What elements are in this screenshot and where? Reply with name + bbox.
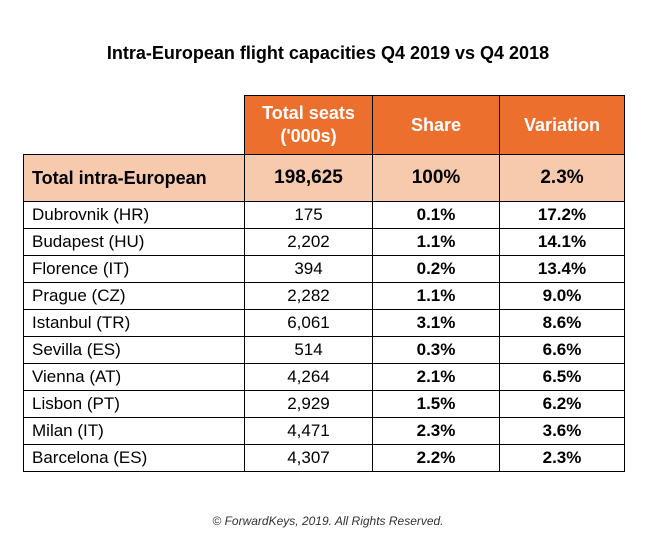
share-cell: 2.2% (372, 444, 500, 472)
page-title: Intra-European flight capacities Q4 2019… (106, 43, 550, 63)
variation-cell: 17.2% (499, 201, 625, 229)
share-cell: 0.3% (372, 336, 500, 364)
header-share: Share (372, 95, 500, 155)
total-variation: 2.3% (499, 154, 625, 202)
copyright-footer: © ForwardKeys, 2019. All Rights Reserved… (212, 514, 444, 528)
table-header-row: Total seats ('000s) Share Variation (23, 95, 625, 155)
total-seats-cell: 4,471 (244, 417, 373, 445)
table-row: Barcelona (ES) 4,307 2.2% 2.3% (23, 444, 625, 472)
header-variation: Variation (499, 95, 625, 155)
variation-cell: 6.2% (499, 390, 625, 418)
table-row: Istanbul (TR) 6,061 3.1% 8.6% (23, 309, 625, 337)
share-cell: 0.1% (372, 201, 500, 229)
total-seats-cell: 4,264 (244, 363, 373, 391)
share-cell: 0.2% (372, 255, 500, 283)
variation-cell: 14.1% (499, 228, 625, 256)
total-seats: 198,625 (244, 154, 373, 202)
destination-name: Istanbul (TR) (23, 309, 245, 337)
total-name: Total intra-European (23, 154, 245, 202)
destination-name: Prague (CZ) (23, 282, 245, 310)
variation-cell: 9.0% (499, 282, 625, 310)
total-share: 100% (372, 154, 500, 202)
share-cell: 1.1% (372, 282, 500, 310)
total-row: Total intra-European 198,625 100% 2.3% (23, 154, 625, 202)
destination-name: Florence (IT) (23, 255, 245, 283)
table-row: Vienna (AT) 4,264 2.1% 6.5% (23, 363, 625, 391)
share-cell: 2.3% (372, 417, 500, 445)
capacity-table: Total seats ('000s) Share Variation Tota… (23, 95, 625, 472)
total-seats-cell: 175 (244, 201, 373, 229)
destination-name: Vienna (AT) (23, 363, 245, 391)
variation-cell: 13.4% (499, 255, 625, 283)
table-row: Lisbon (PT) 2,929 1.5% 6.2% (23, 390, 625, 418)
total-seats-cell: 2,929 (244, 390, 373, 418)
destination-name: Milan (IT) (23, 417, 245, 445)
header-blank-cell (23, 95, 245, 155)
total-seats-cell: 2,282 (244, 282, 373, 310)
table-row: Florence (IT) 394 0.2% 13.4% (23, 255, 625, 283)
share-cell: 1.5% (372, 390, 500, 418)
variation-cell: 6.6% (499, 336, 625, 364)
table-row: Sevilla (ES) 514 0.3% 6.6% (23, 336, 625, 364)
total-seats-cell: 2,202 (244, 228, 373, 256)
total-seats-cell: 394 (244, 255, 373, 283)
table-row: Budapest (HU) 2,202 1.1% 14.1% (23, 228, 625, 256)
variation-cell: 3.6% (499, 417, 625, 445)
destination-name: Barcelona (ES) (23, 444, 245, 472)
table-row: Dubrovnik (HR) 175 0.1% 17.2% (23, 201, 625, 229)
share-cell: 3.1% (372, 309, 500, 337)
destination-name: Lisbon (PT) (23, 390, 245, 418)
destination-name: Dubrovnik (HR) (23, 201, 245, 229)
variation-cell: 6.5% (499, 363, 625, 391)
total-seats-cell: 514 (244, 336, 373, 364)
table-row: Prague (CZ) 2,282 1.1% 9.0% (23, 282, 625, 310)
total-seats-cell: 4,307 (244, 444, 373, 472)
share-cell: 2.1% (372, 363, 500, 391)
variation-cell: 8.6% (499, 309, 625, 337)
destination-name: Budapest (HU) (23, 228, 245, 256)
header-total-seats: Total seats ('000s) (244, 95, 373, 155)
table-row: Milan (IT) 4,471 2.3% 3.6% (23, 417, 625, 445)
variation-cell: 2.3% (499, 444, 625, 472)
total-seats-cell: 6,061 (244, 309, 373, 337)
destination-name: Sevilla (ES) (23, 336, 245, 364)
share-cell: 1.1% (372, 228, 500, 256)
